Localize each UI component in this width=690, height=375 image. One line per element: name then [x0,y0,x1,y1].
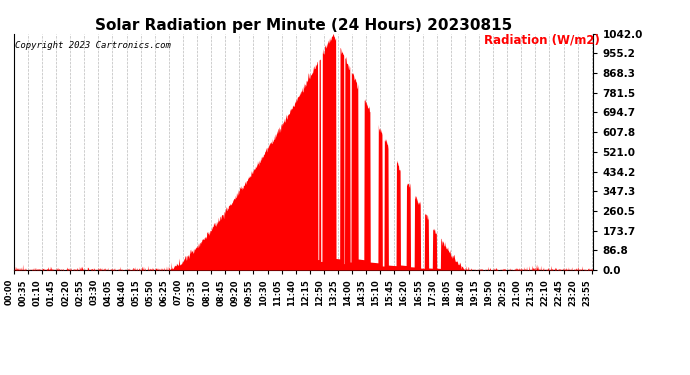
Title: Solar Radiation per Minute (24 Hours) 20230815: Solar Radiation per Minute (24 Hours) 20… [95,18,512,33]
Text: Copyright 2023 Cartronics.com: Copyright 2023 Cartronics.com [15,41,171,50]
Text: Radiation (W/m2): Radiation (W/m2) [484,34,600,47]
